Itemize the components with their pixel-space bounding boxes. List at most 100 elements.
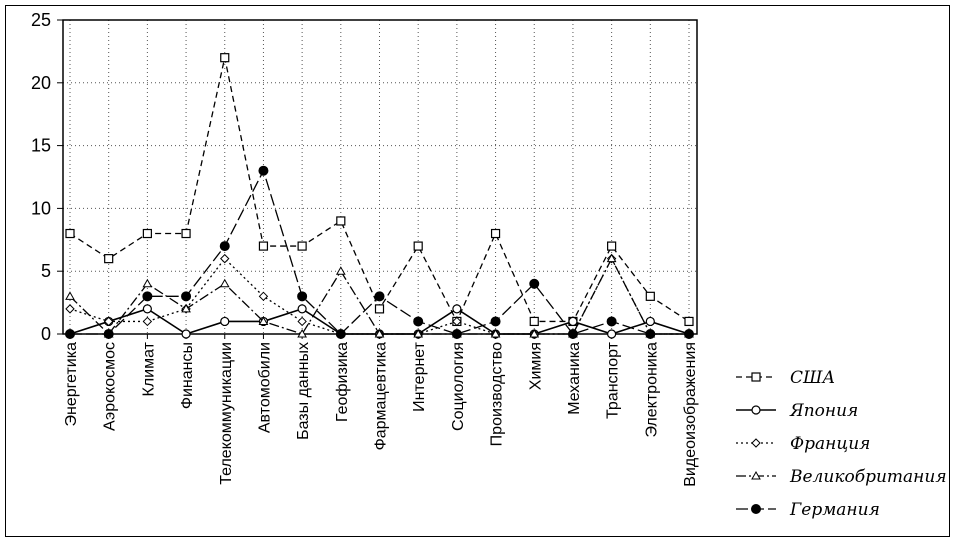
x-tick-label: Интернет (411, 341, 428, 411)
data-point (335, 329, 346, 339)
data-point (645, 316, 655, 327)
x-tick-label: Транспорт (605, 341, 622, 419)
legend-label: Германия (789, 500, 880, 520)
legend-marker (751, 405, 761, 415)
x-tick-label: Видеоизображения (682, 342, 699, 487)
x-tick-label: Производство (489, 342, 506, 446)
x-tick-label: Геофизика (334, 342, 351, 422)
data-point (297, 291, 308, 302)
data-point (258, 291, 269, 302)
data-point (181, 303, 191, 313)
legend-label: Великобритания (789, 467, 947, 487)
data-point (65, 329, 75, 339)
series-line (69, 257, 689, 335)
x-tick-label: Базы данных (295, 342, 312, 440)
data-point (529, 278, 540, 289)
x-tick-label: Социология (450, 342, 467, 431)
data-point (529, 328, 540, 338)
series-1 (65, 53, 694, 327)
data-point (220, 53, 230, 63)
x-tick-label: Телекоммуникации (218, 342, 235, 485)
data-point (452, 304, 462, 314)
y-tick-label: 5 (41, 261, 51, 281)
legend-marker (751, 372, 761, 382)
data-point (65, 304, 75, 314)
x-tick-label: Механика (566, 342, 583, 415)
y-tick-label: 10 (31, 198, 51, 218)
data-point (607, 241, 617, 251)
data-point (181, 291, 192, 302)
data-point (684, 316, 694, 327)
data-point (297, 328, 307, 338)
data-point (142, 278, 153, 288)
legend-label: Франция (790, 434, 870, 454)
x-tick-label: Климат (140, 341, 157, 396)
data-point (374, 304, 385, 314)
data-point (297, 241, 307, 251)
legend-label: США (790, 368, 835, 388)
x-tick-label: Химия (527, 342, 544, 390)
x-tick-label: Электроника (643, 342, 660, 438)
data-point (142, 316, 153, 327)
chart-frame: 0 5 10 15 20 25 Энергетика Аэрокосмос Климат Фина… (5, 5, 950, 537)
data-point (529, 316, 539, 327)
data-point (335, 266, 346, 275)
data-point (413, 241, 423, 251)
data-point (103, 329, 114, 339)
data-point (645, 329, 656, 339)
x-tick-label: Фармацевтика (373, 342, 390, 451)
x-tick-label: Автомобили (256, 342, 273, 433)
data-point (336, 216, 346, 226)
legend-label: Япония (789, 401, 858, 421)
data-point (451, 329, 462, 339)
data-point (142, 291, 153, 302)
data-point (65, 228, 75, 239)
data-point (490, 228, 501, 239)
legend: США Япония Франция Великобритания Германия (736, 368, 947, 520)
gridlines (63, 20, 697, 334)
data-point (65, 291, 75, 300)
data-point (374, 328, 385, 338)
data-point (607, 329, 617, 339)
series-5 (65, 165, 694, 339)
y-tick-label: 15 (31, 136, 51, 156)
data-point (258, 241, 269, 251)
x-tick-label: Финансы (179, 342, 196, 409)
data-point (645, 291, 655, 301)
data-point (606, 316, 617, 327)
data-point (258, 165, 269, 176)
series-line (69, 57, 690, 323)
data-point (181, 228, 191, 239)
data-point (490, 328, 501, 338)
data-point (258, 316, 269, 325)
y-tick-label: 0 (41, 324, 51, 344)
data-point (413, 316, 424, 327)
legend-marker (751, 504, 761, 514)
data-point (374, 291, 385, 302)
data-point (219, 241, 230, 252)
legend-marker (751, 470, 761, 480)
data-point (567, 329, 578, 339)
data-point (219, 278, 230, 288)
data-point (452, 316, 462, 327)
data-point (142, 304, 152, 314)
data-point (181, 329, 191, 339)
data-point (220, 316, 230, 327)
line-chart: 0 5 10 15 20 25 Энергетика Аэрокосмос Климат Фина… (31, 10, 947, 520)
data-point (220, 253, 230, 264)
data-point (104, 254, 114, 264)
data-point (413, 328, 424, 338)
data-point (568, 316, 578, 327)
data-point (103, 316, 114, 327)
y-tick-label: 25 (31, 10, 51, 30)
data-point (684, 329, 694, 339)
x-tick-label: Энергетика (63, 342, 80, 427)
legend-marker (751, 438, 761, 448)
data-point (142, 228, 152, 239)
data-point (297, 316, 307, 327)
data-point (297, 304, 307, 314)
y-tick-label: 20 (31, 73, 51, 93)
data-point (490, 316, 501, 327)
data-point (606, 253, 617, 263)
x-tick-label: Аэрокосмос (102, 342, 119, 431)
